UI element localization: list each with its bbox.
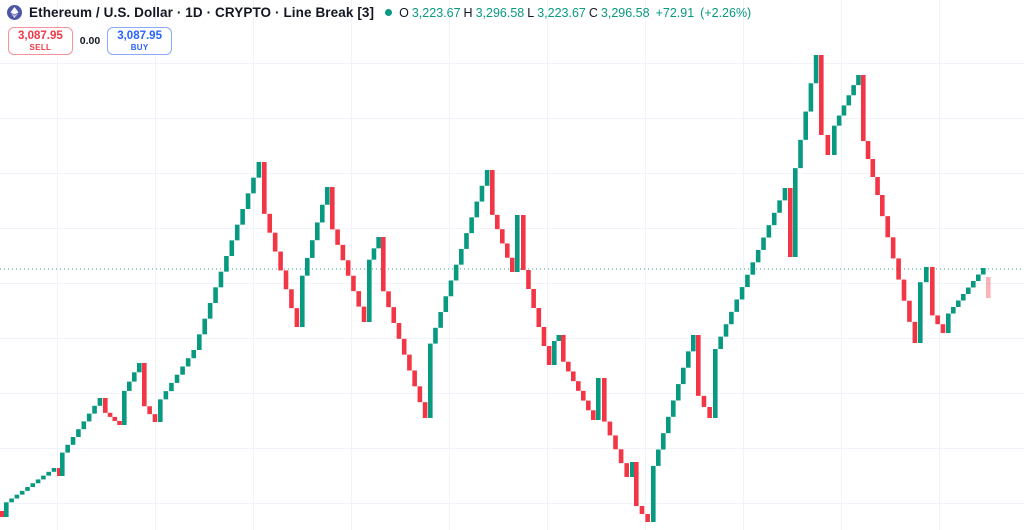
high-value: 3,296.58	[475, 5, 525, 20]
buy-price: 3,087.95	[117, 30, 162, 42]
buy-button-label: BUY	[130, 43, 149, 53]
symbol-title[interactable]: Ethereum / U.S. Dollar · 1D · CRYPTO · L…	[29, 5, 375, 20]
spread-value: 0.00	[79, 35, 101, 48]
low-value: 3,223.67	[537, 5, 586, 20]
open-value: 3,223.67	[411, 5, 461, 20]
buy-button[interactable]: 3,087.95 BUY	[107, 27, 172, 56]
close-value: 3,296.58	[600, 5, 650, 20]
change-value: +72.91	[655, 5, 695, 20]
sell-price: 3,087.95	[18, 30, 63, 42]
change-percent: (+2.26%)	[700, 5, 752, 20]
ohlc-legend: O 3,223.67 H 3,296.58 L 3,223.67 C 3,296…	[399, 6, 751, 20]
open-label: O	[399, 5, 409, 20]
high-label: H	[463, 5, 473, 20]
low-label: L	[527, 5, 535, 20]
close-label: C	[588, 5, 598, 20]
market-status-dot-icon	[385, 9, 393, 16]
ethereum-icon	[7, 5, 22, 20]
buy-sell-panel: 3,087.95 SELL 0.00 3,087.95 BUY	[8, 27, 172, 56]
sell-button[interactable]: 3,087.95 SELL	[8, 27, 73, 56]
chart-legend: Ethereum / U.S. Dollar · 1D · CRYPTO · L…	[7, 5, 751, 20]
sell-button-label: SELL	[29, 43, 52, 53]
